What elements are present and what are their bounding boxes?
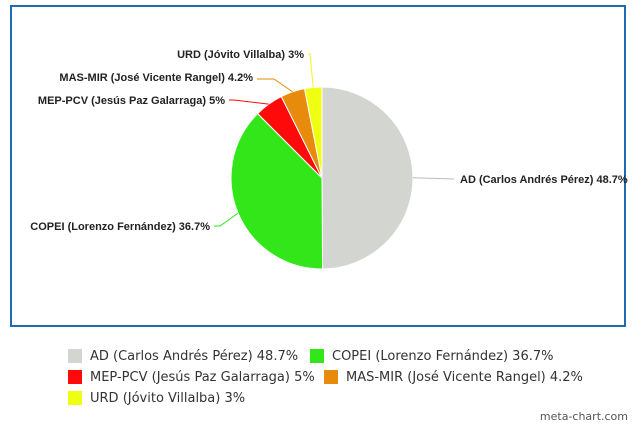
pie-slice-ad[interactable]: [321, 86, 414, 270]
legend-item-urd[interactable]: URD (Jóvito Villalba) 3%: [68, 391, 245, 406]
slice-label-copei: COPEI (Lorenzo Fernández) 36.7%: [30, 221, 210, 233]
chart-frame: AD (Carlos Andrés Pérez) 48.7% COPEI (Lor…: [10, 5, 628, 327]
leader-line-mas-mir: [257, 78, 293, 93]
legend-label-copei: COPEI (Lorenzo Fernández) 36.7%: [332, 348, 554, 364]
legend-row: URD (Jóvito Villalba) 3%: [68, 388, 628, 408]
pie-slice-urd[interactable]: [303, 86, 323, 179]
legend-label-urd: URD (Jóvito Villalba) 3%: [90, 390, 246, 406]
legend-row: AD (Carlos Andrés Pérez) 48.7% COPEI (Lo…: [68, 346, 628, 366]
slice-label-urd: URD (Jóvito Villalba) 3%: [177, 49, 304, 61]
slice-label-mep-pcv: MEP-PCV (Jesús Paz Galarraga) 5%: [38, 95, 225, 107]
leader-line-mep-pcv: [229, 99, 269, 105]
legend-item-mep-pcv[interactable]: MEP-PCV (Jesús Paz Galarraga) 5%: [68, 370, 324, 385]
legend-row: MEP-PCV (Jesús Paz Galarraga) 5% MAS-MIR…: [68, 367, 628, 387]
legend: AD (Carlos Andrés Pérez) 48.7% COPEI (Lo…: [68, 346, 628, 409]
legend-label-ad: AD (Carlos Andrés Pérez) 48.7%: [90, 348, 299, 364]
footer-credit[interactable]: meta-chart.com: [539, 410, 628, 423]
legend-label-mas-mir: MAS-MIR (José Vicente Rangel) 4.2%: [346, 369, 583, 385]
legend-label-mep-pcv: MEP-PCV (Jesús Paz Galarraga) 5%: [90, 369, 315, 385]
legend-swatch-urd: [68, 391, 82, 405]
legend-item-mas-mir[interactable]: MAS-MIR (José Vicente Rangel) 4.2%: [324, 370, 583, 385]
leader-line-copei: [214, 212, 239, 227]
leader-line-urd: [308, 53, 314, 88]
slice-label-mas-mir: MAS-MIR (José Vicente Rangel) 4.2%: [59, 72, 253, 84]
legend-item-ad[interactable]: AD (Carlos Andrés Pérez) 48.7%: [68, 349, 310, 364]
legend-swatch-mep-pcv: [68, 370, 82, 384]
legend-swatch-copei: [310, 349, 324, 363]
legend-swatch-ad: [68, 349, 82, 363]
legend-swatch-mas-mir: [324, 370, 338, 384]
slice-label-ad: AD (Carlos Andrés Pérez) 48.7%: [460, 174, 628, 186]
legend-item-copei[interactable]: COPEI (Lorenzo Fernández) 36.7%: [310, 349, 553, 364]
pie-chart: AD (Carlos Andrés Pérez) 48.7% COPEI (Lor…: [30, 49, 628, 270]
leader-line-ad: [412, 177, 455, 180]
